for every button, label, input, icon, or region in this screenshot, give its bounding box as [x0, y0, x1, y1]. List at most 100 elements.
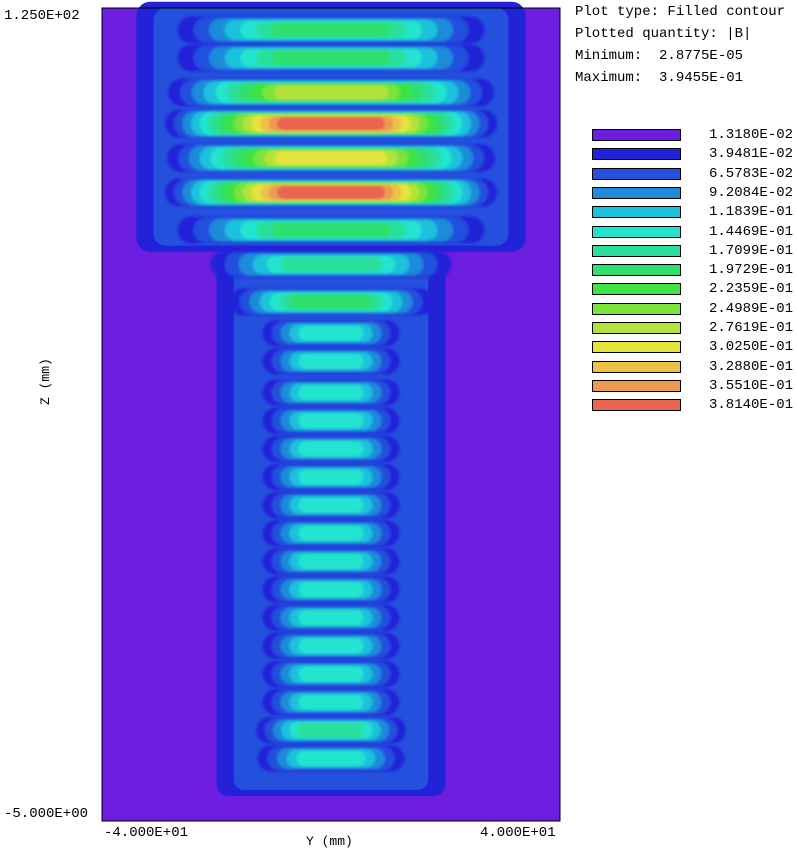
legend-entry: 1.9729E-01: [592, 262, 797, 280]
legend-swatch: [592, 225, 681, 238]
field-band: [262, 604, 400, 631]
legend-swatch: [592, 167, 681, 180]
legend-entry: 1.7099E-01: [592, 243, 797, 261]
legend-swatch: [592, 302, 681, 315]
contour-level: [298, 694, 364, 710]
legend-entry: 1.3180E-02: [592, 127, 797, 145]
legend-entry: 3.0250E-01: [592, 339, 797, 357]
contour-level: [277, 185, 385, 200]
field-band: [262, 492, 400, 519]
contour-level: [297, 722, 365, 738]
field-band: [165, 178, 497, 207]
field-band: [262, 548, 400, 575]
field-band: [262, 689, 400, 716]
contour-level: [298, 581, 364, 598]
contour-level: [298, 353, 364, 369]
contour-level: [277, 116, 385, 131]
plot-type-text: Plot type: Filled contour: [575, 4, 786, 20]
legend-entry: 6.5783E-02: [592, 166, 797, 184]
contour-level: [298, 497, 364, 513]
field-band: [262, 320, 400, 347]
legend-swatch: [592, 148, 681, 161]
field-band: [262, 435, 400, 462]
plotted-quantity-text: Plotted quantity: |B|: [575, 26, 752, 42]
legend-label: 6.5783E-02: [709, 165, 794, 182]
legend-entry: 1.1839E-01: [592, 204, 797, 222]
legend-label: 1.3180E-02: [709, 127, 794, 143]
field-band: [262, 464, 400, 491]
field-band: [262, 632, 400, 659]
legend-label: 1.7099E-01: [709, 242, 794, 259]
field-bands-layer: [165, 16, 497, 772]
legend-swatch: [592, 360, 681, 373]
field-band: [177, 16, 485, 44]
legend-swatch: [592, 186, 681, 199]
contour-level: [275, 151, 387, 166]
legend-label: 1.4469E-01: [709, 223, 794, 240]
legend-label: 9.2084E-02: [709, 184, 794, 201]
legend-swatch: [592, 283, 681, 296]
legend-swatch: [592, 129, 681, 141]
contour-level: [298, 325, 364, 341]
x-axis-label: Y (mm): [306, 834, 353, 849]
x-tick-right: 4.000E+01: [480, 825, 556, 841]
legend-swatch: [592, 322, 681, 334]
legend-entry: 1.4469E-01: [592, 224, 797, 242]
field-band: [177, 44, 485, 72]
legend-swatch: [592, 244, 681, 257]
field-band: [167, 144, 495, 172]
contour-level: [289, 294, 373, 310]
contour-level: [296, 750, 366, 767]
legend-entry: 9.2084E-02: [592, 185, 797, 203]
field-band: [262, 661, 400, 688]
field-band: [262, 520, 400, 547]
contour-level: [271, 222, 391, 238]
contour-level: [298, 469, 364, 485]
field-band: [262, 407, 400, 434]
legend-label: 3.0250E-01: [709, 339, 794, 356]
field-band: [229, 288, 433, 316]
legend-entry: 2.2359E-01: [592, 281, 797, 299]
legend-label: 1.9729E-01: [709, 262, 794, 279]
legend-label: 3.8140E-01: [709, 397, 794, 414]
legend-label: 2.4989E-01: [709, 300, 794, 317]
legend-label: 2.7619E-01: [709, 320, 794, 336]
legend-entry: 3.9481E-02: [592, 146, 797, 164]
field-band: [165, 109, 497, 138]
legend-entry: 2.7619E-01: [592, 320, 797, 338]
legend-swatch: [592, 341, 681, 354]
field-band: [168, 78, 494, 107]
contour-level: [298, 413, 364, 429]
legend-label: 3.9481E-02: [709, 146, 794, 163]
contour-level: [298, 385, 364, 401]
contour-level: [298, 666, 364, 682]
contour-level: [298, 638, 364, 654]
field-band: [262, 379, 400, 406]
contour-level: [271, 50, 391, 66]
legend-swatch: [592, 399, 681, 412]
legend-swatch: [592, 379, 681, 392]
contour-level: [298, 441, 364, 457]
field-band: [262, 576, 400, 603]
field-band: [262, 348, 400, 375]
minimum-text: Minimum: 2.8775E-05: [575, 48, 744, 64]
contour-level: [271, 22, 391, 38]
y-axis-label: Z (mm): [38, 358, 53, 405]
legend-label: 2.2359E-01: [709, 281, 794, 298]
legend-swatch: [592, 206, 681, 219]
contour-level: [298, 610, 364, 626]
contour-level: [298, 553, 364, 570]
contour-level: [274, 85, 388, 100]
contour-level: [298, 525, 364, 541]
maximum-text: Maximum: 3.9455E-01: [575, 70, 744, 86]
field-band: [210, 251, 452, 278]
contour-level: [280, 256, 382, 272]
legend-label: 1.1839E-01: [709, 204, 794, 221]
field-band: [177, 216, 485, 244]
legend-entry: 3.5510E-01: [592, 378, 797, 396]
legend-label: 3.2880E-01: [709, 358, 794, 375]
y-tick-top: 1.250E+02: [4, 8, 80, 24]
legend-entry: 2.4989E-01: [592, 301, 797, 319]
field-band: [256, 717, 406, 744]
